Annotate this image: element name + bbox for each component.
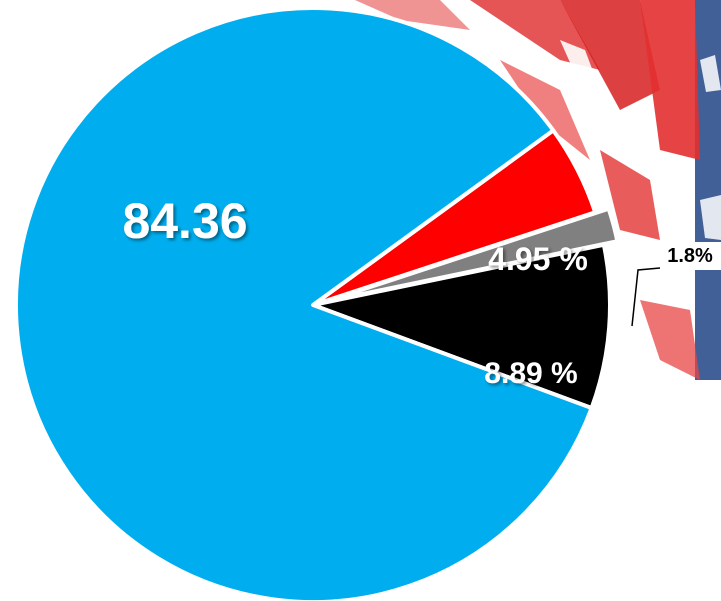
slice-label-4: 8.89 % <box>484 357 577 390</box>
pie-slice-1 <box>14 6 594 601</box>
pie-labels: 84.36 4.95 % 1.8% 8.89 % <box>122 193 721 390</box>
pie-slice-3 <box>324 206 620 304</box>
flag-background-graphic <box>355 0 721 380</box>
slice-label-2: 4.95 % <box>488 241 588 277</box>
pie-slice-4 <box>311 242 612 411</box>
slice-label-3: 1.8% <box>667 245 713 267</box>
leader-line <box>631 267 661 327</box>
small-label-backing <box>660 242 721 270</box>
slice-label-1: 84.36 <box>122 193 247 249</box>
pie-slices <box>14 6 620 601</box>
